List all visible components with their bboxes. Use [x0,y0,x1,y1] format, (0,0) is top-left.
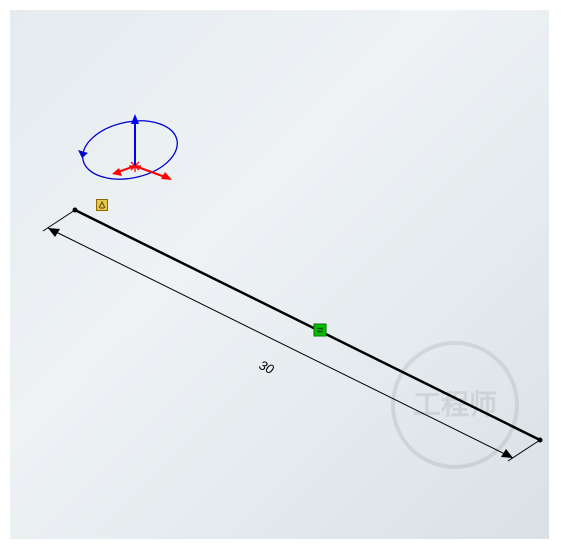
cad-viewport[interactable]: 30 工程师 [10,10,549,539]
horizontal-relation-icon[interactable] [314,324,326,336]
dimension-value[interactable]: 30 [257,357,277,377]
watermark-stamp: 工程师 [391,341,519,469]
fixed-relation-icon[interactable] [97,200,108,211]
triad-y-arrow-icon [131,114,139,124]
screenshot-frame: 30 工程师 [0,0,561,551]
triad-z-arrow-icon [112,168,122,176]
watermark-text: 工程师 [413,390,497,421]
dim-extension-1 [43,210,75,231]
